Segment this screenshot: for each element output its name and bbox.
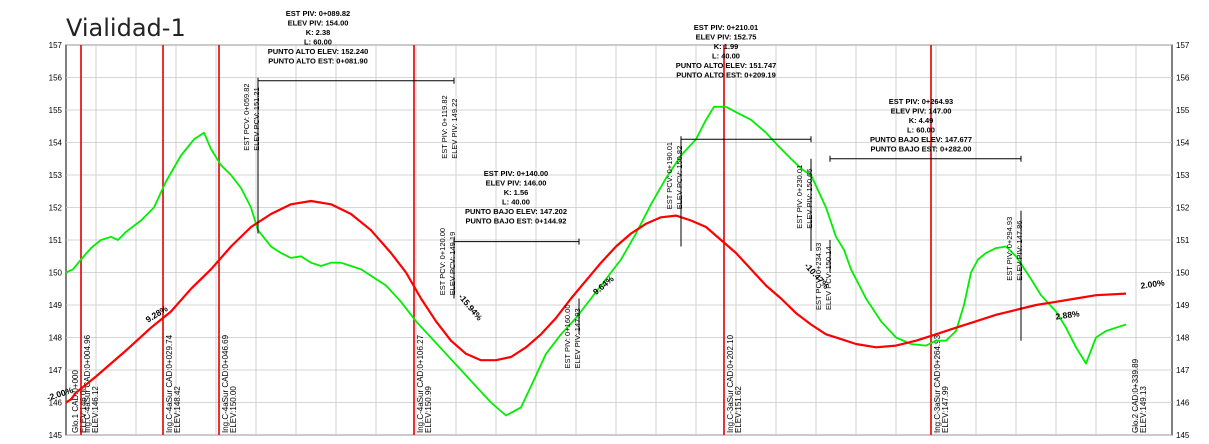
station-marker-label: EST PCV: 0+059.82 <box>242 83 251 150</box>
intersection-elevation: ELEV:147.99 <box>941 386 950 433</box>
y-tick-label-left: 147 <box>49 366 63 375</box>
station-marker-elevation: ELEV PCV: 150.82 <box>675 146 684 210</box>
station-marker-label: EST PIV: 0+160.00 <box>563 304 572 368</box>
grade-percent-label: 9.64% <box>591 273 616 296</box>
y-tick-label-left: 154 <box>49 139 63 148</box>
curve-info-text: L: 60.00 <box>304 38 332 47</box>
curve-info-text: PUNTO ALTO EST: 0+081.90 <box>268 57 368 66</box>
curve-info-text: EST PIV: 0+140.00 <box>484 169 548 178</box>
station-marker-label: EST PIV: 0+294.93 <box>1005 217 1014 281</box>
y-tick-label-right: 156 <box>1176 74 1190 83</box>
station-marker-elevation: ELEV PIV: 147.86 <box>1015 221 1024 281</box>
station-marker-elevation: ELEV PCV: 150.14 <box>824 246 833 310</box>
curve-info-text: ELEV PIV: 152.75 <box>696 33 757 42</box>
curve-info-text: L: 40.00 <box>712 52 740 61</box>
y-tick-label-right: 155 <box>1176 106 1190 115</box>
curve-info-text: PUNTO ALTO ELEV: 152.240 <box>268 47 369 56</box>
curve-info-text: PUNTO BAJO ELEV: 147.677 <box>870 135 972 144</box>
intersection-elevation: ELEV:149.13 <box>1139 386 1148 433</box>
y-tick-label-left: 156 <box>49 74 63 83</box>
curve-info-text: EST PIV: 0+210.01 <box>694 23 758 32</box>
y-tick-label-left: 151 <box>49 236 63 245</box>
drawing-title: Vialidad-1 <box>66 14 186 42</box>
station-marker-elevation: ELEV PIV: 150.66 <box>805 169 814 229</box>
curve-info-text: PUNTO ALTO ELEV: 151.747 <box>676 61 777 70</box>
y-tick-label-left: 157 <box>49 41 63 50</box>
y-tick-label-right: 153 <box>1176 171 1190 180</box>
curve-info-text: PUNTO ALTO EST: 0+209.19 <box>676 71 776 80</box>
y-tick-label-right: 151 <box>1176 236 1190 245</box>
y-tick-label-right: 154 <box>1176 139 1190 148</box>
grade-line <box>65 199 1127 404</box>
grade-percent-label: 2.00% <box>1140 277 1166 290</box>
curve-info-text: ELEV PIV: 154.00 <box>288 19 349 28</box>
station-marker-elevation: ELEV PIV: 149.22 <box>450 99 459 159</box>
y-tick-label-right: 149 <box>1176 301 1190 310</box>
curve-info-text: L: 60.00 <box>907 126 935 135</box>
y-tick-label-left: 148 <box>49 334 63 343</box>
intersection-label: Ing.C-4aSur CAD:0+106.27 <box>416 334 425 433</box>
station-marker-label: EST PIV: 0+230.01 <box>795 165 804 229</box>
y-tick-label-right: 157 <box>1176 41 1190 50</box>
y-tick-label-left: 155 <box>49 106 63 115</box>
curve-info-text: PUNTO BAJO EST: 0+282.00 <box>871 145 972 154</box>
y-tick-label-right: 146 <box>1176 399 1190 408</box>
grade-percent-label: -15.94% <box>456 292 484 323</box>
intersection-label: Glo.2 CAD:0+339.89 <box>1131 358 1140 433</box>
intersection-elevation: ELEV:148.42 <box>173 386 182 433</box>
curve-info-text: ELEV PIV: 146.00 <box>486 179 547 188</box>
curve-info-text: K: 2.38 <box>306 28 331 37</box>
curve-info-text: L: 40.00 <box>502 198 530 207</box>
y-tick-label-right: 150 <box>1176 269 1190 278</box>
y-tick-label-left: 153 <box>49 171 63 180</box>
terrain-profile-line <box>65 105 1127 417</box>
station-marker-elevation: ELEV PIV: 147.93 <box>573 308 582 368</box>
y-tick-label-right: 148 <box>1176 334 1190 343</box>
y-tick-label-right: 145 <box>1176 431 1190 440</box>
y-tick-label-left: 152 <box>49 204 63 213</box>
curve-info-text: K: 1.56 <box>504 188 529 197</box>
station-marker-elevation: ELEV PCV: 151.21 <box>252 87 261 151</box>
intersection-label: Ing.C-4aSur CAD:0+029.74 <box>165 334 174 433</box>
intersection-elevation: ELEV:151.62 <box>734 386 743 433</box>
curve-info-text: EST PIV: 0+264.93 <box>889 97 953 106</box>
intersection-label: Ing.C-4aSur CAD:0+046.69 <box>221 334 230 433</box>
intersection-label: Glo.1 CAD:0+000 <box>71 370 80 433</box>
station-marker-label: EST PIV: 0+119.82 <box>440 95 449 158</box>
station-marker-label: EST PCV: 0+190.01 <box>665 142 674 209</box>
curve-info-text: K: 4.49 <box>909 116 934 125</box>
station-marker-elevation: ELEV PCV: 149.19 <box>448 232 457 296</box>
curve-info-text: ELEV PIV: 147.00 <box>891 107 952 116</box>
grade-percent-label: 2.88% <box>1055 308 1081 321</box>
y-tick-label-right: 147 <box>1176 366 1190 375</box>
y-tick-label-right: 152 <box>1176 204 1190 213</box>
curve-info-text: PUNTO BAJO ELEV: 147.202 <box>465 207 567 216</box>
y-tick-label-left: 145 <box>49 431 63 440</box>
intersection-elevation: ELEV:150.99 <box>424 386 433 433</box>
station-marker-label: EST PCV: 0+120.00 <box>438 228 447 295</box>
curve-info-text: EST PIV: 0+089.82 <box>286 9 350 18</box>
grade-percent-label: 9.28% <box>144 303 170 324</box>
y-tick-label-left: 150 <box>49 269 63 278</box>
intersection-elevation: ELEV:150.00 <box>229 386 238 433</box>
intersection-label: Ing.C-3aSur CAD:0+202.10 <box>726 334 735 433</box>
intersection-elevation: ELEV:146.00 <box>79 386 88 433</box>
y-tick-label-left: 146 <box>49 399 63 408</box>
curve-info-text: PUNTO BAJO EST: 0+144.92 <box>466 217 567 226</box>
intersection-label: Ing.C-3aSur CAD:0+264.93 <box>933 334 942 433</box>
station-marker-label: EST PCV: 0+234.93 <box>814 243 823 310</box>
curve-info-text: K: 1.99 <box>714 42 739 51</box>
y-tick-label-left: 149 <box>49 301 63 310</box>
intersection-elevation: ELEV:146.12 <box>91 386 100 433</box>
